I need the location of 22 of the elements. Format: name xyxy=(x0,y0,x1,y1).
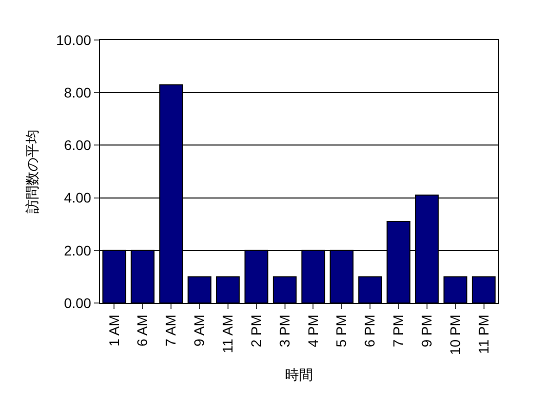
y-tick-label: 8.00 xyxy=(64,84,92,100)
x-tick-label: 1 AM xyxy=(106,314,122,347)
x-tick-label: 9 PM xyxy=(418,314,434,348)
y-axis-title: 訪問数の平均 xyxy=(24,130,40,214)
x-tick-label: 9 AM xyxy=(191,314,208,347)
y-tick-label: 4.00 xyxy=(64,190,92,206)
x-tick-label: 6 AM xyxy=(134,314,150,347)
y-tick-label: 2.00 xyxy=(64,242,92,258)
x-tick-label: 7 AM xyxy=(162,314,179,347)
x-axis-title: 時間 xyxy=(285,366,313,382)
x-tick-label: 11 AM xyxy=(219,314,236,354)
x-tick-label: 6 PM xyxy=(362,314,378,348)
y-tick-label: 10.00 xyxy=(56,32,92,48)
x-tick-label: 7 PM xyxy=(390,314,406,348)
x-tick-label: 11 PM xyxy=(475,314,492,354)
y-tick-label: 0.00 xyxy=(64,294,92,311)
x-tick-label: 10 PM xyxy=(446,314,463,356)
x-tick-label: 4 PM xyxy=(304,314,321,348)
x-tick-label: 2 PM xyxy=(248,314,264,348)
x-tick-label: 5 PM xyxy=(333,314,350,348)
x-tick-label: 3 PM xyxy=(276,314,292,348)
y-tick-label: 6.00 xyxy=(64,137,92,154)
